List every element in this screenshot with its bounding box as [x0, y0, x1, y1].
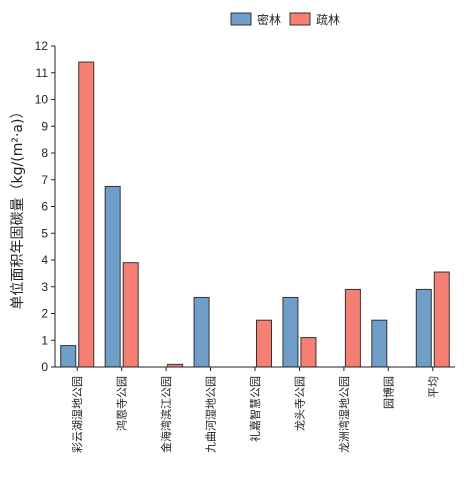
legend-label-dense: 密林 [257, 12, 281, 27]
bar-dense-0 [60, 345, 77, 368]
y-tick-label: 12 [35, 39, 49, 53]
bar-sparse-8 [433, 271, 450, 368]
y-tick-label: 6 [41, 200, 48, 214]
bar-sparse-0 [78, 61, 95, 368]
y-axis-label: 单位面积年固碳量（kg/(m²·a)） [10, 105, 26, 310]
y-tick-label: 5 [41, 226, 48, 240]
bar-sparse-6 [344, 288, 361, 368]
bars [60, 61, 450, 368]
bar-sparse-5 [300, 337, 317, 368]
legend-swatch-sparse [289, 12, 311, 26]
x-tick-label: 礼嘉智慧公园 [248, 376, 262, 442]
legend-swatch-dense [230, 12, 252, 26]
bar-dense-8 [415, 288, 432, 368]
x-tick-label: 龙洲湾湿地公园 [337, 376, 351, 453]
bar-dense-3 [193, 296, 210, 368]
x-tick-label: 鸿恩寺公园 [115, 376, 129, 431]
y-tick-label: 9 [41, 119, 48, 133]
x-axis: 彩云湖湿地公园 鸿恩寺公园 金海湾滨江公园 九曲河湿地公园 礼嘉智慧公园 龙头寺公园 龙洲湾… [71, 367, 440, 453]
y-tick-label: 2 [41, 307, 48, 321]
bar-dense-1 [104, 185, 121, 368]
legend: 密林 疏林 [230, 12, 340, 27]
bar-dense-7 [371, 319, 388, 368]
x-tick-label: 九曲河湿地公园 [205, 376, 218, 453]
x-tick-label: 金海湾滨江公园 [159, 376, 173, 453]
y-tick-label: 3 [41, 280, 48, 294]
axes-frame [54, 46, 455, 368]
y-tick-label: 11 [36, 66, 49, 80]
y-tick-label: 8 [41, 146, 48, 160]
bar-sparse-4 [256, 319, 272, 368]
legend-label-sparse: 疏林 [316, 12, 340, 27]
x-tick-label: 龙头寺公园 [293, 376, 306, 431]
y-tick-label: 0 [41, 360, 48, 374]
bar-dense-5 [282, 296, 299, 368]
y-tick-label: 10 [35, 93, 49, 107]
x-tick-label: 彩云湖湿地公园 [71, 376, 84, 453]
y-tick-label: 1 [41, 333, 48, 347]
x-tick-label: 平均 [427, 376, 440, 398]
bar-sparse-1 [122, 262, 139, 368]
y-tick-label: 4 [41, 253, 48, 267]
x-tick-label: 园博园 [382, 376, 395, 409]
y-tick-label: 7 [41, 173, 48, 187]
